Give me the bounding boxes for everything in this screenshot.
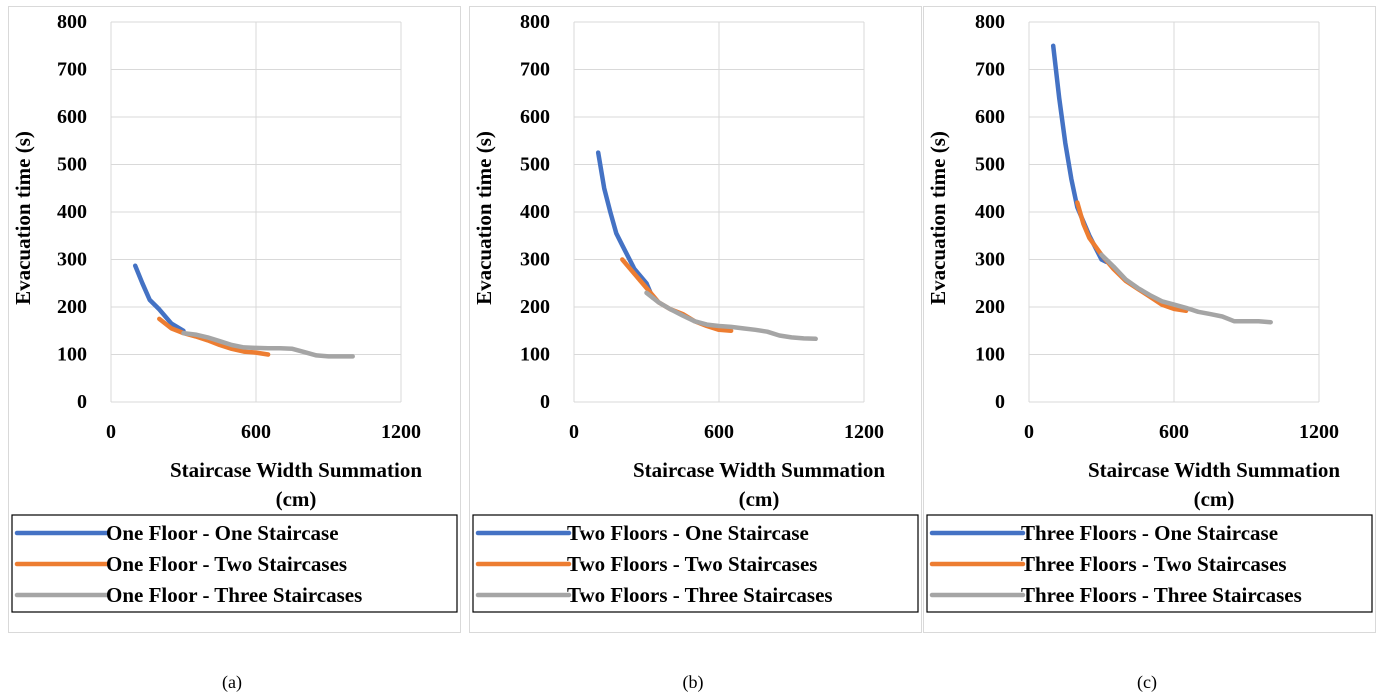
y-tick-label: 300 <box>975 249 1005 271</box>
series-line-3 <box>181 330 355 359</box>
y-tick-label: 600 <box>520 106 550 128</box>
y-tick-label: 700 <box>57 59 87 81</box>
y-tick-label: 200 <box>57 296 87 318</box>
chart-panel-b: 0 100 200 300 400 500 600 700 800 0 600 1200 Evacuat… <box>469 6 922 633</box>
chart-svg: 0 100 200 300 400 500 600 700 800 0 600 1200 Evacuat… <box>8 6 461 633</box>
chart-svg: 0 100 200 300 400 500 600 700 800 0 600 1200 Evacuat… <box>923 6 1376 633</box>
y-tick-label: 200 <box>975 296 1005 318</box>
legend-label: Two Floors - Two Staircases <box>567 552 817 576</box>
y-tick-label: 400 <box>520 201 550 223</box>
caption-c: (c) <box>1137 672 1157 692</box>
x-tick-label: 1200 <box>1299 421 1339 443</box>
y-tick-label: 500 <box>520 154 550 176</box>
x-axis-title-line: Staircase Width Summation <box>1088 458 1340 482</box>
legend-label: One Floor - Two Staircases <box>106 552 347 576</box>
x-axis-title-line: Staircase Width Summation <box>170 458 422 482</box>
x-tick-label: 1200 <box>844 421 884 443</box>
y-tick-label: 400 <box>57 201 87 223</box>
x-tick-label: 1200 <box>381 421 421 443</box>
y-tick-label: 600 <box>57 106 87 128</box>
x-tick-label: 600 <box>704 421 734 443</box>
y-axis-title: Evacuation time (s) <box>926 131 950 305</box>
x-axis-title-line: Staircase Width Summation <box>633 458 885 482</box>
legend-label: Two Floors - Three Staircases <box>567 583 833 607</box>
y-tick-label: 500 <box>975 154 1005 176</box>
series-line-3 <box>644 290 818 342</box>
y-tick-label: 800 <box>57 11 87 33</box>
series-line-1 <box>595 150 655 300</box>
x-axis-title-line: (cm) <box>276 487 317 511</box>
chart-panel-c: 0 100 200 300 400 500 600 700 800 0 600 1200 Evacuat… <box>923 6 1376 633</box>
y-axis-title: Evacuation time (s) <box>472 131 496 305</box>
x-tick-label: 600 <box>1159 421 1189 443</box>
x-axis-title-line: (cm) <box>739 487 780 511</box>
y-tick-label: 600 <box>975 106 1005 128</box>
y-tick-label: 400 <box>975 201 1005 223</box>
legend-label: Three Floors - One Staircase <box>1021 521 1278 545</box>
y-tick-label: 100 <box>975 344 1005 366</box>
y-tick-label: 800 <box>520 11 550 33</box>
y-tick-label: 0 <box>540 391 550 413</box>
chart-panel-a: 0 100 200 300 400 500 600 700 800 0 600 1200 Evacuat… <box>8 6 461 633</box>
x-tick-label: 0 <box>1024 421 1034 443</box>
y-tick-label: 300 <box>57 249 87 271</box>
x-axis-title-line: (cm) <box>1194 487 1235 511</box>
x-tick-label: 0 <box>106 421 116 443</box>
y-tick-label: 500 <box>57 154 87 176</box>
x-tick-label: 600 <box>241 421 271 443</box>
chart-svg: 0 100 200 300 400 500 600 700 800 0 600 1200 Evacuat… <box>469 6 922 633</box>
y-tick-label: 100 <box>57 344 87 366</box>
legend-label: One Floor - Three Staircases <box>106 583 362 607</box>
y-axis-title: Evacuation time (s) <box>11 131 35 305</box>
y-tick-label: 0 <box>77 391 87 413</box>
y-tick-label: 0 <box>995 391 1005 413</box>
caption-a: (a) <box>222 672 242 692</box>
y-tick-label: 700 <box>975 59 1005 81</box>
legend-label: One Floor - One Staircase <box>106 521 339 545</box>
y-tick-label: 200 <box>520 296 550 318</box>
legend-label: Three Floors - Three Staircases <box>1021 583 1302 607</box>
y-tick-label: 800 <box>975 11 1005 33</box>
legend-label: Two Floors - One Staircase <box>567 521 809 545</box>
series-line-2 <box>157 316 271 357</box>
series-line-3 <box>1099 252 1273 325</box>
y-tick-label: 100 <box>520 344 550 366</box>
legend-label: Three Floors - Two Staircases <box>1021 552 1287 576</box>
caption-b: (b) <box>682 672 704 692</box>
series-line-1 <box>132 263 186 334</box>
x-tick-label: 0 <box>569 421 579 443</box>
y-tick-label: 300 <box>520 249 550 271</box>
y-tick-label: 700 <box>520 59 550 81</box>
